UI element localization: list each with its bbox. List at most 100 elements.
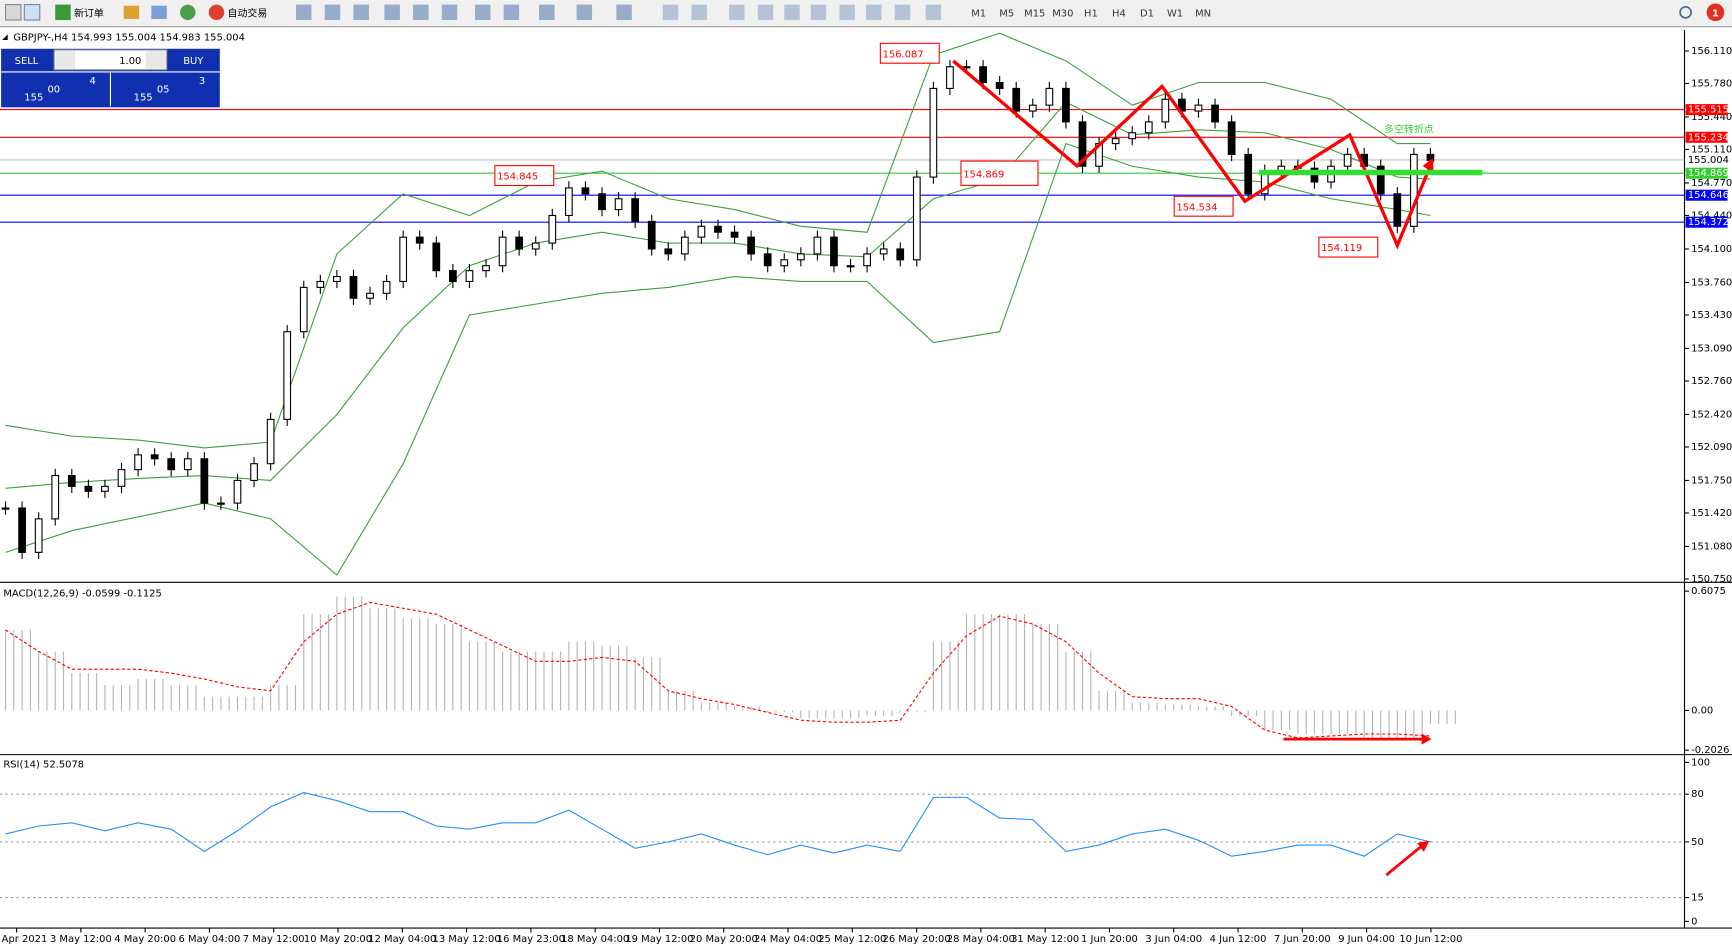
candle-body [1343,153,1352,167]
x-tick-label: 12 May 04:00 [368,934,436,945]
candle-body [465,270,474,283]
candle-body [200,458,209,504]
candle-body [382,280,391,294]
x-tick-label: 4 Jun 12:00 [1210,934,1267,945]
toolbar [0,0,1732,28]
candle-body [1178,98,1186,112]
y-tick-label: 155.780 [1691,78,1732,89]
chart-title: GBPJPY-,H4 154.993 155.004 154.983 155.0… [13,33,245,44]
lots-down[interactable] [55,50,76,69]
candle-body [564,187,573,217]
candle-body [1211,104,1219,123]
button-label[interactable]: 新订单 [74,6,104,19]
y-tick-label: 50 [1691,837,1704,848]
candle-body [912,176,921,261]
candle-body [647,220,656,250]
timeframe[interactable]: M15 [1024,8,1045,19]
candle-body [51,474,60,520]
timeframe[interactable]: H1 [1084,8,1098,19]
lots-up[interactable] [145,50,166,69]
zigzag [952,59,1435,250]
candle-body [896,248,905,261]
autotrade-icon[interactable] [208,4,225,21]
y-tick-label: 151.420 [1691,508,1732,519]
candle-body [67,474,76,487]
candle-body [1194,104,1203,112]
new-order-icon[interactable] [55,4,71,21]
y-tick-label: 151.750 [1691,475,1732,486]
x-tick-label: 7 Jun 20:00 [1274,934,1331,945]
x-tick-label: 10 Jun 12:00 [1399,934,1462,945]
toolbar-bg [0,0,1732,27]
candle-body [796,253,805,261]
candle-body [498,236,507,267]
lots[interactable]: 1.00 [119,56,141,67]
timeframe[interactable]: MN [1195,8,1211,19]
notification-badge[interactable] [1706,3,1725,22]
arrow-head [1421,733,1432,745]
search-icon[interactable] [1679,5,1692,19]
candle-body [631,198,640,222]
arrow-head [1417,840,1430,852]
x-tick-label: 19 May 12:00 [625,934,693,945]
rsi-arrow [1385,844,1424,877]
turning-note: 多空转折点 [1384,122,1434,135]
timeframe[interactable]: M30 [1052,8,1073,19]
y-tick-label: 152.090 [1691,442,1732,453]
candle-body [1161,98,1170,123]
level-tag [1685,104,1728,116]
candle-body [714,225,722,233]
lots-box[interactable] [53,49,168,71]
buy-button[interactable]: BUY [183,56,204,67]
level-label: 155.515 [1688,105,1729,116]
x-tick-label: 1 Jun 20:00 [1081,934,1138,945]
trade-panel [1,48,220,108]
candle-body [1410,153,1418,227]
price-callout [960,160,1039,186]
x-tick-label: 9 Jun 04:00 [1338,934,1395,945]
price-main: 00 [47,85,60,96]
icon[interactable] [180,4,196,21]
y-tick-label: 154.100 [1691,244,1732,255]
price-callout [1318,236,1379,258]
candle-body [167,458,176,471]
candle-body [316,280,325,288]
icon[interactable] [23,4,41,21]
icon[interactable] [4,4,22,21]
candle-body [432,242,441,272]
x-tick-label: 24 May 04:00 [754,934,822,945]
icon[interactable] [123,5,140,19]
timeframe[interactable]: M1 [971,8,986,19]
price-small: 3 [199,76,205,87]
price-big: 155 [24,92,43,103]
x-tick-label: 13 May 12:00 [433,934,501,945]
y-tick-label: 80 [1691,789,1704,800]
sell-button[interactable]: SELL [15,56,39,67]
candle-body [217,502,225,505]
price-callout-label: 154.119 [1321,243,1362,254]
candle-body [18,507,26,553]
price-callout-label: 156.087 [883,49,924,60]
timeframe[interactable]: H4 [1112,8,1126,19]
bollinger-upper [5,32,1431,449]
price-callout-label: 154.869 [963,169,1004,180]
level-tag [1685,189,1728,201]
y-tick-label: 153.090 [1691,343,1732,354]
timeframe[interactable]: M5 [999,8,1014,19]
price-big: 155 [134,92,153,103]
symbol-marker [2,34,8,40]
timeframe[interactable]: D1 [1140,8,1154,19]
timeframe[interactable]: W1 [1167,8,1183,19]
button-label[interactable]: 自动交易 [228,6,268,19]
indicator-title: RSI(14) 52.5078 [3,760,84,771]
x-tick-label: 16 May 23:00 [497,934,565,945]
bollinger-lower [5,142,1431,576]
icon[interactable] [151,5,167,19]
candle-body [84,485,93,492]
candle-body [863,253,871,267]
candle-body [830,236,838,267]
candle-body [117,469,126,487]
candle-body [134,454,142,471]
x-tick-label: 20 May 20:00 [690,934,758,945]
